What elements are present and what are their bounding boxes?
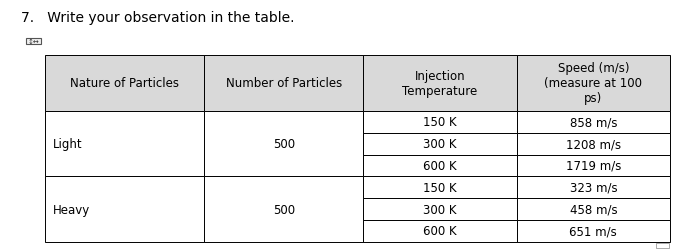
Bar — [364, 133, 516, 155]
Text: 600 K: 600 K — [423, 159, 457, 172]
Bar — [364, 111, 516, 133]
Text: 458 m/s: 458 m/s — [569, 203, 617, 216]
Text: 150 K: 150 K — [423, 116, 457, 129]
Text: 500: 500 — [273, 203, 295, 216]
Text: Light: Light — [53, 138, 82, 150]
Text: 300 K: 300 K — [423, 203, 457, 216]
Text: ↕↔: ↕↔ — [27, 39, 40, 45]
Bar — [656, 243, 669, 248]
Bar — [45, 177, 204, 242]
Text: Nature of Particles: Nature of Particles — [70, 77, 179, 90]
Bar — [204, 111, 364, 177]
Text: Injection
Temperature: Injection Temperature — [403, 70, 477, 97]
Text: 500: 500 — [273, 138, 295, 150]
Text: 651 m/s: 651 m/s — [569, 225, 617, 238]
Bar — [516, 198, 670, 220]
Bar — [204, 55, 364, 111]
Bar — [204, 177, 364, 242]
Bar — [516, 220, 670, 242]
Text: 1208 m/s: 1208 m/s — [566, 138, 621, 150]
Bar — [364, 177, 516, 198]
Bar — [45, 111, 204, 177]
Text: Heavy: Heavy — [53, 203, 90, 216]
Bar — [364, 198, 516, 220]
Bar — [26, 39, 41, 45]
Text: Speed (m/s)
(measure at 100
ps): Speed (m/s) (measure at 100 ps) — [545, 62, 643, 105]
Bar — [45, 55, 204, 111]
Text: 7.   Write your observation in the table.: 7. Write your observation in the table. — [21, 11, 294, 25]
Text: 150 K: 150 K — [423, 181, 457, 194]
Bar — [516, 111, 670, 133]
Bar — [516, 155, 670, 177]
Text: 323 m/s: 323 m/s — [569, 181, 617, 194]
Bar — [364, 155, 516, 177]
Bar — [364, 220, 516, 242]
Bar — [516, 177, 670, 198]
Bar — [364, 55, 516, 111]
Text: 858 m/s: 858 m/s — [569, 116, 617, 129]
Text: 1719 m/s: 1719 m/s — [566, 159, 621, 172]
Bar — [516, 55, 670, 111]
Text: 300 K: 300 K — [423, 138, 457, 150]
Text: 600 K: 600 K — [423, 225, 457, 238]
Text: Number of Particles: Number of Particles — [225, 77, 342, 90]
Bar — [516, 133, 670, 155]
